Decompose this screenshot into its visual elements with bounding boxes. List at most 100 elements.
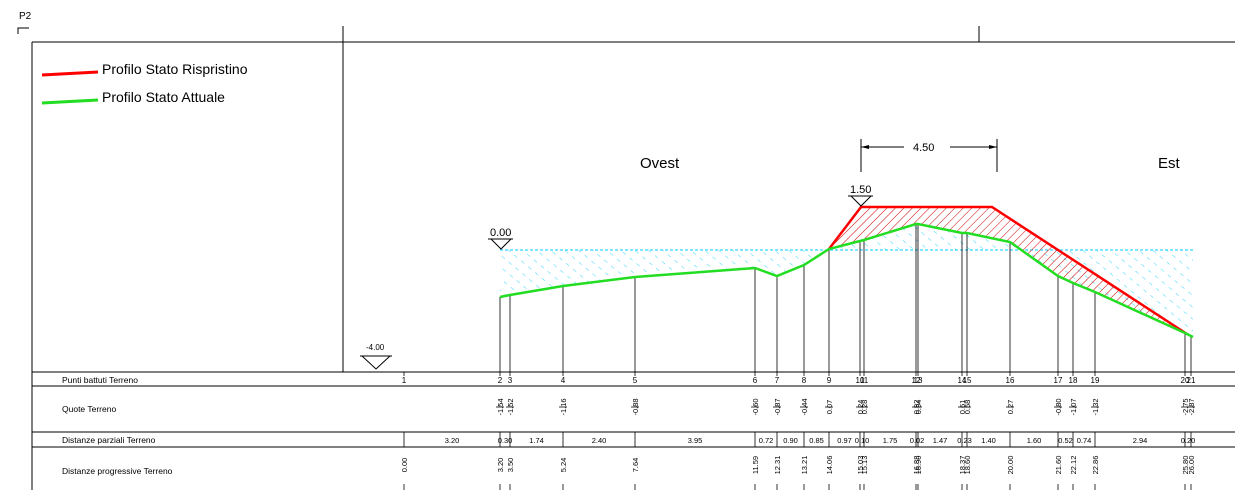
data-table: Punti battuti Terreno Quote Terreno Dist…: [32, 371, 1235, 476]
current-profile-line: [499, 222, 1194, 339]
legend-restoration-label: Profilo Stato Rispristino: [102, 61, 248, 77]
point-id: 2: [498, 376, 503, 385]
point-progressive-distance: 22.12: [1069, 456, 1078, 475]
point-progressive-distance: 20.00: [1006, 456, 1015, 475]
water-level-marker: 0.00: [488, 227, 513, 250]
point-progressive-distance: 14.06: [825, 456, 834, 475]
west-label: Ovest: [640, 155, 680, 172]
point-elevation: 0.58: [963, 400, 972, 415]
point-elevation: -1.52: [506, 398, 515, 415]
point-progressive-distance: 5.24: [559, 458, 568, 473]
station-lines: [499, 224, 1192, 372]
partial-distance: 2.40: [592, 436, 607, 445]
point-progressive-distance: 11.59: [751, 456, 760, 474]
point-progressive-distance: 18.37: [958, 456, 967, 475]
point-id: 7: [775, 376, 780, 385]
point-progressive-distance: 13.21: [800, 456, 809, 475]
partial-distance: 3.20: [445, 436, 460, 445]
partial-distance: 2.94: [1133, 436, 1148, 445]
partial-distance: 0.97: [837, 436, 852, 445]
partial-distance: 0.72: [759, 436, 774, 445]
svg-text:1.50: 1.50: [850, 184, 871, 196]
point-progressive-distance: 18.60: [963, 456, 972, 475]
point-id: 14: [958, 376, 967, 385]
point-progressive-distance: 16.88: [912, 456, 921, 475]
partial-distance: 1.47: [933, 436, 948, 445]
point-id: 10: [856, 376, 865, 385]
svg-text:-4.00: -4.00: [366, 343, 385, 352]
point-progressive-distance: 22.86: [1091, 456, 1100, 475]
legend-restoration-swatch: [41, 70, 99, 77]
restoration-profile-line: [828, 205, 1188, 336]
point-id: 13: [914, 376, 923, 385]
partial-distance: 0.30: [498, 436, 513, 445]
point-id: 4: [561, 376, 566, 385]
point-elevation: 0.94: [914, 400, 923, 415]
row-label-elevations: Quote Terreno: [62, 404, 116, 414]
point-id: 17: [1054, 376, 1063, 385]
partial-distance: 1.40: [981, 436, 996, 445]
point-elevation: -2.75: [1181, 398, 1190, 415]
point-elevation: 0.27: [1006, 400, 1015, 415]
point-elevation: 0.28: [860, 400, 869, 415]
point-elevation: -2.87: [1187, 398, 1196, 415]
point-elevation: -0.80: [1054, 398, 1063, 415]
partial-distance: 0.52: [1058, 436, 1073, 445]
point-id: 8: [802, 376, 807, 385]
point-id: 16: [1006, 376, 1015, 385]
point-id: 1: [402, 376, 407, 385]
partial-distance: 0.74: [1077, 436, 1092, 445]
point-progressive-distance: 12.31: [773, 456, 782, 475]
point-progressive-distance: 21.60: [1054, 456, 1063, 475]
point-elevation: 0.07: [825, 400, 834, 415]
legend: Profilo Stato Rispristino Profilo Stato …: [41, 61, 248, 105]
svg-text:0.00: 0.00: [490, 227, 511, 239]
partial-distance: 3.95: [688, 436, 703, 445]
point-elevation: 0.61: [958, 400, 967, 415]
point-id: 3: [508, 376, 513, 385]
partial-distance: 1.75: [883, 436, 898, 445]
point-progressive-distance: 25.80: [1181, 456, 1190, 475]
partial-distance: 0.23: [957, 436, 972, 445]
point-id: 11: [860, 376, 869, 385]
partial-distance: 0.20: [1181, 436, 1196, 445]
point-elevation: -1.16: [559, 398, 568, 415]
sheet-label: P2: [19, 11, 32, 22]
point-elevation: -0.44: [800, 398, 809, 415]
point-progressive-distance: 7.64: [631, 458, 640, 473]
point-progressive-distance: 26.00: [1187, 456, 1196, 475]
legend-current-label: Profilo Stato Attuale: [102, 89, 225, 105]
point-id: 12: [912, 376, 921, 385]
partial-distance: 0.02: [910, 436, 925, 445]
partial-distance: 0.85: [809, 436, 824, 445]
row-label-progressive-distances: Distanze progressive Terreno: [62, 466, 173, 476]
point-id: 19: [1091, 376, 1100, 385]
point-id: 20: [1181, 376, 1190, 385]
crest-width-label: 4.50: [913, 142, 934, 154]
point-progressive-distance: 0.00: [400, 458, 409, 473]
point-progressive-distance: 15.03: [856, 456, 865, 475]
crest-width-dimension: 4.50: [860, 139, 998, 172]
table-values: 1 0.00 2 -1.54 3.20 3 -1.52 3.50 4 -1.16 5.24 5 -0.8…: [400, 372, 1196, 490]
row-label-partial-distances: Distanze parziali Terreno: [62, 435, 156, 445]
partial-distance: 1.60: [1027, 436, 1042, 445]
point-elevation: -1.32: [1091, 398, 1100, 415]
sheet-corner-mark: [17, 27, 29, 34]
point-progressive-distance: 15.13: [860, 456, 869, 475]
partial-distance: 0.10: [855, 436, 870, 445]
point-id: 21: [1187, 376, 1196, 385]
east-label: Est: [1158, 155, 1181, 172]
point-elevation: -1.54: [496, 398, 505, 415]
point-id: 5: [633, 376, 638, 385]
partial-distance: 1.74: [529, 436, 544, 445]
point-progressive-distance: 16.90: [914, 456, 923, 475]
point-id: 9: [827, 376, 832, 385]
point-elevation: -0.87: [773, 398, 782, 415]
point-elevation: -0.88: [631, 398, 640, 415]
point-id: 6: [753, 376, 758, 385]
restoration-fill-area: [829, 207, 1187, 334]
row-label-points: Punti battuti Terreno: [62, 375, 138, 385]
crest-level-marker: 1.50: [848, 184, 873, 207]
point-progressive-distance: 3.50: [506, 458, 515, 473]
